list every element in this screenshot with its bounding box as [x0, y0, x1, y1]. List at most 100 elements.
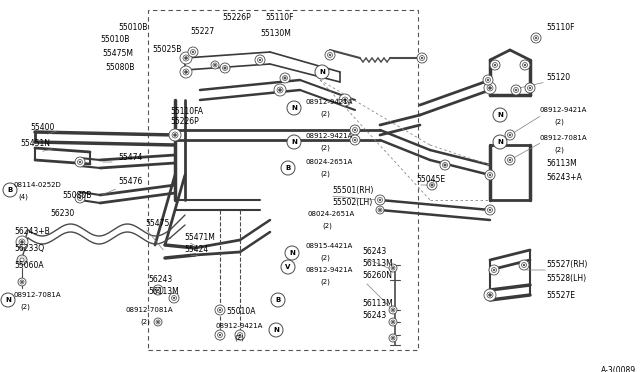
Text: 55226P: 55226P	[222, 13, 251, 22]
Circle shape	[218, 333, 223, 337]
Circle shape	[379, 199, 381, 201]
Text: 55424: 55424	[184, 246, 208, 254]
Circle shape	[490, 60, 500, 70]
Circle shape	[239, 334, 241, 336]
Text: 55080B: 55080B	[62, 192, 92, 201]
Circle shape	[173, 297, 175, 299]
Circle shape	[257, 58, 262, 62]
Circle shape	[488, 208, 493, 212]
Text: N: N	[291, 105, 297, 111]
Circle shape	[487, 85, 493, 91]
Text: B: B	[285, 165, 291, 171]
Text: 55528(LH): 55528(LH)	[546, 273, 586, 282]
Text: 08912-7081A: 08912-7081A	[14, 292, 61, 298]
Circle shape	[183, 69, 189, 75]
Circle shape	[493, 108, 507, 122]
Text: (2): (2)	[322, 223, 332, 229]
Circle shape	[329, 54, 331, 56]
Text: 56230: 56230	[50, 208, 74, 218]
Circle shape	[483, 75, 493, 85]
Text: N: N	[5, 297, 11, 303]
Circle shape	[493, 62, 497, 67]
Text: 55227: 55227	[190, 28, 214, 36]
Circle shape	[277, 87, 283, 93]
Circle shape	[19, 239, 25, 245]
Circle shape	[417, 53, 427, 63]
Circle shape	[315, 65, 329, 79]
Circle shape	[485, 205, 495, 215]
Circle shape	[213, 63, 217, 67]
Circle shape	[489, 174, 491, 176]
Circle shape	[156, 288, 161, 292]
Circle shape	[391, 336, 395, 340]
Circle shape	[328, 52, 333, 58]
Circle shape	[3, 183, 17, 197]
Circle shape	[488, 173, 493, 177]
Circle shape	[534, 35, 538, 41]
Circle shape	[391, 308, 395, 312]
Circle shape	[493, 135, 507, 149]
Circle shape	[169, 129, 181, 141]
Text: 08024-2651A: 08024-2651A	[308, 211, 355, 217]
Circle shape	[519, 260, 529, 270]
Circle shape	[342, 97, 348, 103]
Text: 56243+B: 56243+B	[14, 228, 50, 237]
Circle shape	[429, 183, 435, 187]
Text: A-3(0089: A-3(0089	[601, 366, 636, 372]
Circle shape	[282, 76, 287, 80]
Text: 55010B: 55010B	[118, 23, 147, 32]
Circle shape	[17, 255, 27, 265]
Circle shape	[20, 280, 24, 284]
Circle shape	[419, 55, 424, 61]
Text: N: N	[319, 69, 325, 75]
Circle shape	[522, 62, 527, 67]
Circle shape	[235, 330, 245, 340]
Circle shape	[285, 246, 299, 260]
Circle shape	[505, 155, 515, 165]
Text: 56243: 56243	[148, 276, 172, 285]
Circle shape	[169, 293, 179, 303]
Text: 55502(LH): 55502(LH)	[332, 198, 372, 206]
Circle shape	[421, 57, 423, 59]
Text: 08915-4421A: 08915-4421A	[306, 243, 353, 249]
Text: N: N	[289, 250, 295, 256]
Circle shape	[508, 132, 513, 138]
Circle shape	[378, 208, 382, 212]
Circle shape	[79, 197, 81, 199]
Text: N: N	[497, 112, 503, 118]
Circle shape	[392, 321, 394, 323]
Circle shape	[376, 206, 384, 214]
Text: 08114-0252D: 08114-0252D	[14, 182, 61, 188]
Circle shape	[524, 64, 526, 66]
Circle shape	[192, 51, 194, 53]
Circle shape	[529, 87, 531, 89]
Circle shape	[271, 293, 285, 307]
Text: 55110F: 55110F	[546, 23, 575, 32]
Circle shape	[353, 128, 358, 132]
Circle shape	[392, 337, 394, 339]
Circle shape	[16, 236, 28, 248]
Text: 55476: 55476	[118, 177, 142, 186]
Text: (2): (2)	[554, 147, 564, 153]
Circle shape	[281, 260, 295, 274]
Circle shape	[444, 164, 446, 166]
Circle shape	[509, 159, 511, 161]
Circle shape	[389, 264, 397, 272]
Circle shape	[531, 33, 541, 43]
Text: 56243: 56243	[362, 311, 387, 321]
Text: 55501(RH): 55501(RH)	[332, 186, 373, 195]
Circle shape	[391, 266, 395, 270]
Circle shape	[172, 295, 177, 301]
Circle shape	[180, 66, 192, 78]
Circle shape	[219, 334, 221, 336]
Circle shape	[79, 161, 81, 163]
Circle shape	[489, 209, 491, 211]
Text: 55475: 55475	[145, 219, 170, 228]
Circle shape	[269, 323, 283, 337]
Circle shape	[509, 134, 511, 136]
Text: B: B	[275, 297, 280, 303]
Circle shape	[184, 71, 188, 74]
Text: B: B	[8, 187, 13, 193]
Text: 55226P: 55226P	[170, 118, 199, 126]
Text: 55010A: 55010A	[226, 308, 255, 317]
